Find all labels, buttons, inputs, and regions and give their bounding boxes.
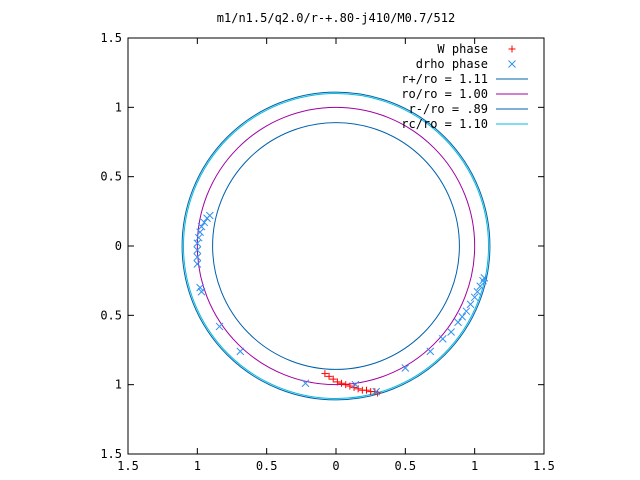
legend-label: rc/ro = 1.10 <box>401 117 488 131</box>
y-tick-label: 0.5 <box>100 308 122 322</box>
w-phase-point <box>321 370 329 378</box>
drho-phase-point <box>197 287 206 296</box>
drho-phase-point <box>447 328 455 336</box>
drho-phase-point <box>438 335 447 343</box>
drho-phase-point <box>462 307 471 316</box>
w-phase-point <box>354 385 362 393</box>
w-phase-point <box>329 375 337 383</box>
legend-label: ro/ro = 1.00 <box>401 87 488 101</box>
x-tick-label: 1.5 <box>117 459 139 473</box>
y-tick-label: 1 <box>115 378 122 392</box>
w-phase-point <box>338 379 346 387</box>
y-tick-label: 0 <box>115 239 122 253</box>
drho-phase-point <box>193 260 202 268</box>
drho-phase-point <box>215 322 224 331</box>
legend-label: W phase <box>437 42 488 56</box>
drho-phase-point <box>476 282 485 291</box>
x-tick-label: 1 <box>194 459 201 473</box>
drho-phase-point <box>203 214 211 223</box>
legend-label: r-/ro = .89 <box>409 102 488 116</box>
w-phase-point <box>325 372 333 380</box>
drho-phase-point <box>193 246 202 255</box>
circle-curve <box>196 106 476 386</box>
drho-phase-point <box>473 287 482 296</box>
w-phase-point <box>363 386 371 394</box>
x-tick-label: 0.5 <box>256 459 278 473</box>
drho-phase-point <box>470 293 479 302</box>
drho-phase-point <box>372 387 381 396</box>
w-phase-point <box>346 382 354 390</box>
drho-phase-point <box>401 364 410 372</box>
drho-phase-point <box>236 347 245 356</box>
w-phase-point <box>342 381 350 389</box>
w-phase-point <box>350 383 358 391</box>
x-tick-label: 1.5 <box>533 459 555 473</box>
y-tick-label: 1.5 <box>100 31 122 45</box>
y-tick-label: 0.5 <box>100 170 122 184</box>
drho-phase-point <box>351 380 360 389</box>
x-tick-label: 1 <box>471 459 478 473</box>
drho-phase-point <box>301 379 310 388</box>
chart-title: m1/n1.5/q2.0/r-+.80-j410/M0.7/512 <box>217 11 455 25</box>
legend-marker <box>508 60 516 68</box>
circle-curve <box>212 122 460 370</box>
circle-curve <box>181 91 491 401</box>
x-tick-label: 0 <box>332 459 339 473</box>
circle-curves <box>181 91 491 401</box>
drho-phase-point <box>196 283 204 292</box>
data-markers <box>193 211 489 397</box>
x-tick-label: 0.5 <box>394 459 416 473</box>
drho-phase-point <box>454 318 462 327</box>
y-tick-label: 1.5 <box>100 447 122 461</box>
drho-phase-point <box>458 312 467 321</box>
w-phase-point <box>333 378 341 386</box>
drho-phase-point <box>193 239 202 248</box>
axis-ticks: 1.5 1 0.5 0 0.5 1 1.51.510.500.511.5 <box>100 31 555 473</box>
legend-label: drho phase <box>416 57 488 71</box>
circle-curve <box>182 92 490 400</box>
legend-marker <box>508 45 516 53</box>
drho-phase-point <box>466 300 475 309</box>
drho-phase-point <box>194 233 203 242</box>
legend-label: r+/ro = 1.11 <box>401 72 488 86</box>
drho-phase-point <box>426 347 435 356</box>
drho-phase-point <box>193 253 202 261</box>
y-tick-label: 1 <box>115 100 122 114</box>
drho-phase-point <box>200 218 209 227</box>
drho-phase-point <box>480 274 489 282</box>
